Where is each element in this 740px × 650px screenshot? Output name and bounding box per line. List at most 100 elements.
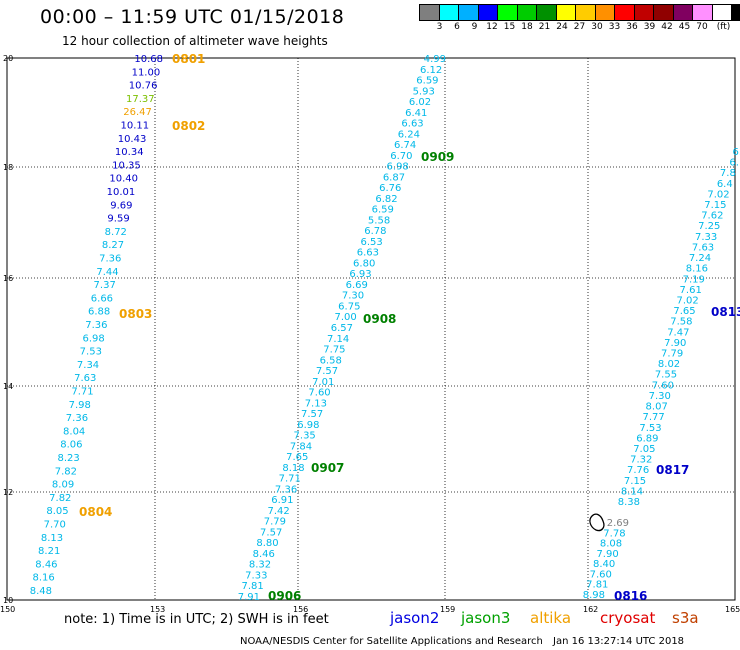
wave-height-value: 8.21 (38, 546, 60, 557)
wave-height-value: 7.82 (55, 466, 77, 477)
color-legend-label: 12 (486, 22, 498, 32)
wave-height-value: 7.75 (323, 345, 345, 356)
wave-height-value: 6.93 (349, 269, 371, 280)
color-legend-label: 18 (521, 22, 533, 32)
wave-height-value: 7.71 (71, 387, 93, 398)
wave-height-value: 7.25 (698, 221, 720, 232)
chart-subtitle: 12 hour collection of altimeter wave hei… (62, 34, 328, 48)
wave-height-value: 8.23 (57, 453, 79, 464)
wave-height-value: 5.93 (413, 86, 435, 97)
wave-height-value: 7.47 (667, 327, 689, 338)
wave-height-value: 7.19 (683, 274, 705, 285)
pass-labels: 0801 0802 0803 0804 0909 0908 0907 0906 0817 0816… (79, 52, 740, 603)
island-outline (589, 513, 605, 532)
wave-height-value: 6.59 (372, 205, 394, 216)
wave-height-value: 7.77 (642, 412, 664, 423)
wave-height-value: 8.27 (102, 240, 124, 251)
wave-height-value: 7.34 (77, 360, 99, 371)
wave-height-value: 6.98 (297, 420, 319, 431)
pass-id-label: 0813 (711, 305, 740, 319)
wave-height-value: 26.47 (123, 107, 152, 118)
wave-height-value: 8.02 (658, 359, 680, 370)
wave-height-value: 6.12 (420, 65, 442, 76)
pass-id-label: 0816 (614, 589, 647, 603)
wave-height-value: 6.70 (390, 151, 412, 162)
pass-id-label: 0804 (79, 505, 112, 519)
wave-height-value: 10.68 (134, 54, 163, 65)
wave-height-value: 8.06 (60, 440, 82, 451)
pass-id-label: 0802 (172, 119, 205, 133)
wave-height-value: 6.41 (405, 108, 427, 119)
wave-height-value: 6.59 (416, 76, 438, 87)
wave-height-value: 7.15 (624, 476, 646, 487)
wave-height-value: 8.16 (33, 573, 55, 584)
wave-height-value: 7.32 (630, 455, 652, 466)
wave-height-value: 7.57 (260, 527, 282, 538)
wave-height-value: 8.46 (253, 549, 275, 560)
wave-height-value: 10.35 (112, 160, 141, 171)
wave-height-value: 7.05 (633, 444, 655, 455)
wave-height-value: 8.40 (593, 559, 615, 570)
footnote: note: 1) Time is in UTC; 2) SWH is in fe… (64, 612, 329, 627)
pass-id-label: 0906 (268, 589, 301, 603)
wave-height-value: 7.37 (94, 280, 116, 291)
wave-height-value: 5.58 (368, 215, 390, 226)
wave-height-value: 8.98 (583, 590, 605, 601)
wave-height-value: 7.60 (308, 388, 330, 399)
wave-height-value: 6.53 (360, 237, 382, 248)
wave-height-value: 6.76 (379, 183, 401, 194)
wave-height-value: 7.60 (590, 569, 612, 580)
wave-height-value: 6.66 (91, 293, 113, 304)
wave-height-value: 7.35 (294, 431, 316, 442)
wave-height-value: 8.72 (105, 227, 127, 238)
wave-height-value: 6.4 (717, 179, 733, 190)
wave-height-value: 7.24 (689, 253, 711, 264)
wave-height-value: 7.53 (639, 423, 661, 434)
wave-height-value: 7.36 (275, 484, 297, 495)
wave-height-value: 7.36 (66, 413, 88, 424)
pass-id-label: 0801 (172, 52, 205, 66)
wave-height-value: 6.78 (364, 226, 386, 237)
wave-height-value: 6.02 (409, 97, 431, 108)
color-legend-label: 42 (661, 22, 673, 32)
wave-height-value: 7.33 (245, 570, 267, 581)
wave-height-value: 7.62 (701, 211, 723, 222)
wave-height-value: 7.91 (238, 592, 260, 603)
latitude-label: 18 (3, 163, 13, 172)
wave-height-value: 7.82 (49, 493, 71, 504)
color-legend-unit: (ft) (716, 22, 731, 32)
wave-height-value: 7.15 (704, 200, 726, 211)
color-legend-label: 15 (503, 22, 516, 32)
wave-height-value: 6.69 (346, 280, 368, 291)
wave-height-value: 8.14 (621, 486, 643, 497)
longitude-label: 165 (725, 605, 740, 614)
pass-id-label: 0817 (656, 463, 689, 477)
pass-id-label: 0909 (421, 150, 454, 164)
wave-height-value: 6.80 (353, 258, 375, 269)
wave-height-value: 7.79 (264, 517, 286, 528)
latitude-label: 20 (3, 54, 13, 63)
wave-height-value: 10.01 (107, 187, 136, 198)
longitude-label: 153 (150, 605, 165, 614)
wave-height-value: 8.16 (686, 264, 708, 275)
wave-height-value: 7.57 (301, 409, 323, 420)
wave-height-value: 7.55 (655, 370, 677, 381)
wave-height-value: 10.40 (109, 174, 138, 185)
wave-height-value: 4.99 (424, 54, 446, 65)
latitude-label: 16 (3, 274, 13, 283)
wave-height-value: 7.13 (305, 398, 327, 409)
wave-height-value: 10.34 (115, 147, 144, 158)
wave-height-value: 10.43 (118, 134, 147, 145)
wave-height-value: 8.07 (646, 402, 668, 413)
wave-height-value: 6.57 (331, 323, 353, 334)
wave-height-value: 7.30 (342, 291, 364, 302)
color-legend (419, 4, 740, 21)
wave-height-value: 8.05 (46, 506, 68, 517)
wave-height-value: 7.78 (603, 528, 625, 539)
pass-id-label: 0908 (363, 312, 396, 326)
color-legend-label: 27 (573, 22, 586, 32)
wave-height-value: 7.36 (85, 320, 107, 331)
color-legend-label: 21 (538, 22, 551, 32)
wave-height-value: 7.70 (44, 520, 66, 531)
